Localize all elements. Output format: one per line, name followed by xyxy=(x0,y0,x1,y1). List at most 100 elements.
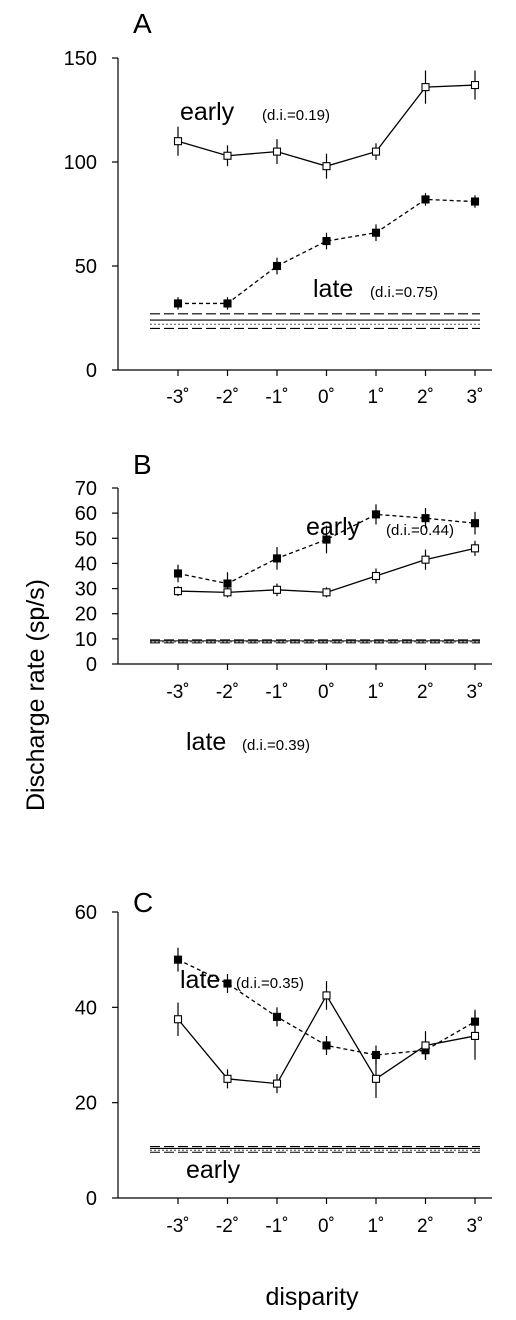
panel-b-late-point xyxy=(223,588,232,597)
panel-c-y-tick-label: 0 xyxy=(86,1188,97,1210)
panel-c-letter: C xyxy=(133,887,153,918)
panel-b-x-tick-label: 1˚ xyxy=(368,682,385,703)
panel-c-y-tick-label: 60 xyxy=(75,902,97,924)
panel-b-early-label: early xyxy=(306,513,361,541)
panel-b-y-tick-label: 60 xyxy=(75,503,97,525)
panel-c-early-point xyxy=(371,1074,381,1083)
panel-a-y-tick-label: 150 xyxy=(64,48,97,70)
panel-a-series-late xyxy=(173,193,480,310)
panel-b-late-line xyxy=(177,547,476,593)
panel-a-x-tick-label: 1˚ xyxy=(368,387,385,408)
panel-c-late-label: late xyxy=(180,966,220,994)
panel-a-late-di: (d.i.=0.75) xyxy=(370,284,438,301)
panel-a-early-point xyxy=(371,147,381,156)
panel-b-late-point xyxy=(272,585,282,594)
panel-b-series-early xyxy=(173,504,480,595)
x-axis-title: disparity xyxy=(265,1283,359,1311)
panel-c-early-point xyxy=(223,1074,232,1083)
panel-b-early-point xyxy=(272,554,282,563)
panel-b-late-di: (d.i.=0.39) xyxy=(242,737,310,754)
panel-b-x-tick-label: 2˚ xyxy=(417,682,434,703)
panel-b-spontaneous-lines xyxy=(150,639,480,644)
panel-a-letter: A xyxy=(133,8,152,39)
panel-a-x-tick-label: 2˚ xyxy=(417,387,434,408)
panel-a-series xyxy=(173,70,480,310)
panel-c: C 0 20 40 60 -3˚ -2˚ -1˚ 0˚ 1˚ 2˚ 3˚ late (d.i.=0… xyxy=(75,887,492,1237)
panel-b-y-tick-label: 40 xyxy=(75,553,97,575)
panel-a-series-early xyxy=(173,70,480,179)
panel-b-letter: B xyxy=(133,449,152,480)
panel-c-y-tick-label: 20 xyxy=(75,1093,97,1115)
panel-b-series-late xyxy=(173,540,480,598)
panel-a-early-point xyxy=(322,162,331,171)
panel-c-early-point xyxy=(272,1079,282,1088)
panel-c-late-di: (d.i.=0.35) xyxy=(236,975,304,992)
y-axis-title: Discharge rate (sp/s) xyxy=(22,579,50,811)
panel-c-early-point xyxy=(470,1031,480,1040)
panel-c-spontaneous-lines xyxy=(150,1145,480,1153)
panel-b-y-tick-label: 50 xyxy=(75,528,97,550)
panel-b-late-point xyxy=(173,587,183,596)
panel-a-late-point xyxy=(223,299,232,308)
panel-b-x-tick-label: -1˚ xyxy=(265,682,288,703)
panel-c-x-tick-label: -2˚ xyxy=(216,1216,239,1237)
panel-a: A 0 50 100 150 -3˚ -2˚ -1˚ 0˚ 1˚ 2˚ 3˚ early (d.i… xyxy=(64,8,492,408)
panel-b-y-tick-label: 30 xyxy=(75,579,97,601)
panel-b: B 0 10 20 30 40 50 60 70 -3˚ -2˚ -1˚ 0˚ 1˚ 2˚ 3˚ earl… xyxy=(75,449,492,756)
panel-c-x-tick-label: 3˚ xyxy=(467,1216,484,1237)
panel-a-early-point xyxy=(470,80,480,90)
panel-a-early-point xyxy=(272,147,282,156)
panel-b-early-point xyxy=(371,510,381,519)
panel-b-early-point xyxy=(223,579,232,588)
panel-a-x-tick-label: -1˚ xyxy=(265,387,288,408)
panel-c-early-label: early xyxy=(186,1156,241,1184)
panel-a-early-point xyxy=(421,83,430,92)
panel-b-early-point xyxy=(322,535,331,544)
panel-a-late-point xyxy=(322,236,331,246)
panel-b-late-point xyxy=(421,555,430,564)
panel-a-late-point xyxy=(421,195,430,204)
panel-a-y-ticks: 0 50 100 150 xyxy=(64,48,118,382)
panel-c-late-point xyxy=(371,1050,381,1060)
panel-c-late-point xyxy=(322,1041,331,1050)
panel-c-y-tick-label: 40 xyxy=(75,997,97,1019)
panel-a-x-tick-label: -3˚ xyxy=(166,387,189,408)
panel-c-early-point xyxy=(173,1015,183,1024)
panel-c-series xyxy=(173,947,480,1098)
panel-b-y-tick-label: 70 xyxy=(75,478,97,500)
panel-a-spontaneous-lines xyxy=(150,313,480,329)
panel-c-x-tick-label: -3˚ xyxy=(166,1216,189,1237)
panel-b-series xyxy=(173,504,480,598)
panel-b-late-point xyxy=(371,571,381,581)
panel-a-y-tick-label: 50 xyxy=(75,256,97,278)
panel-b-x-ticks: -3˚ -2˚ -1˚ 0˚ 1˚ 2˚ 3˚ xyxy=(166,664,483,703)
panel-a-x-ticks: -3˚ -2˚ -1˚ 0˚ 1˚ 2˚ 3˚ xyxy=(166,370,483,408)
panel-b-early-di: (d.i.=0.44) xyxy=(386,522,454,539)
panel-a-y-tick-label: 0 xyxy=(86,360,97,382)
panel-c-y-ticks: 0 20 40 60 xyxy=(75,902,118,1210)
panel-b-early-point xyxy=(470,519,480,528)
panel-b-y-ticks: 0 10 20 30 40 50 60 70 xyxy=(75,478,118,676)
panel-b-x-tick-label: 0˚ xyxy=(318,682,335,703)
panel-a-x-tick-label: -2˚ xyxy=(216,387,239,408)
panel-b-early-point xyxy=(421,514,430,523)
panel-b-early-point xyxy=(173,569,183,578)
panel-a-y-tick-label: 100 xyxy=(64,152,97,174)
panel-b-axes xyxy=(117,488,492,665)
panel-b-y-tick-label: 10 xyxy=(75,629,97,651)
panel-a-late-label: late xyxy=(313,275,353,303)
panel-a-early-di: (d.i.=0.19) xyxy=(262,107,330,124)
panel-c-early-point xyxy=(421,1041,430,1050)
panel-a-late-point xyxy=(371,228,381,237)
panel-b-late-label: late xyxy=(186,728,226,756)
panel-b-y-tick-label: 0 xyxy=(86,654,97,676)
panel-a-late-point xyxy=(272,261,282,271)
panel-a-late-point xyxy=(173,299,183,308)
panel-a-late-point xyxy=(470,197,480,206)
panel-a-axes xyxy=(117,58,492,371)
panel-a-x-tick-label: 3˚ xyxy=(467,387,484,408)
panel-c-early-point xyxy=(322,991,331,1000)
panel-a-early-point xyxy=(223,151,232,160)
panel-c-late-point xyxy=(272,1012,282,1021)
panel-c-x-tick-label: 1˚ xyxy=(368,1216,385,1237)
